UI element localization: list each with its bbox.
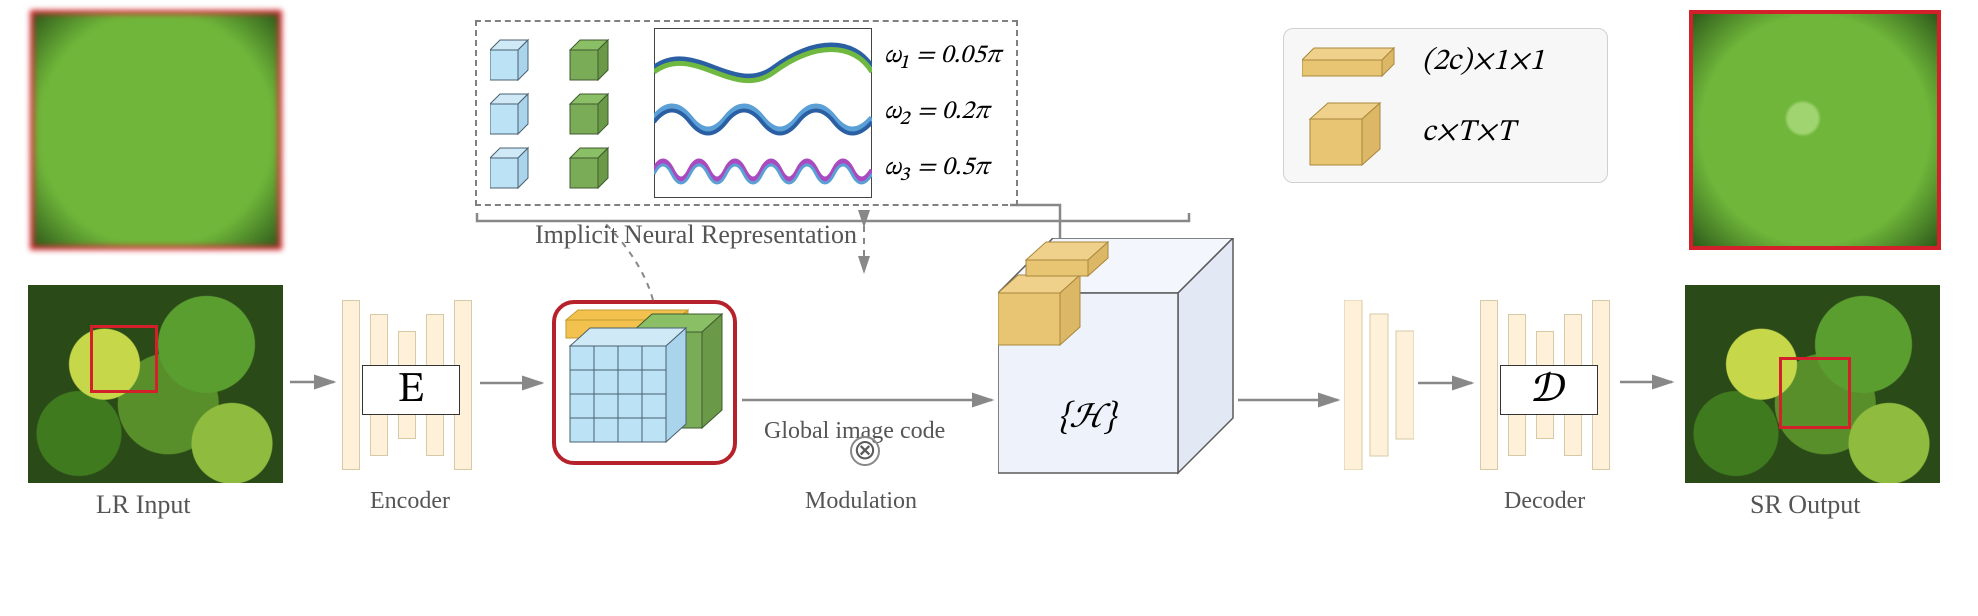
big-cube-label: {ℋ} bbox=[1058, 396, 1116, 441]
legend-bar-icon bbox=[1302, 44, 1402, 80]
inr-ribbons bbox=[654, 28, 872, 198]
decoder-box-label: 𝒟 bbox=[1531, 364, 1566, 417]
omega-1: ω₁ = 0.05π bbox=[884, 40, 1001, 73]
otimes-caption: Modulation bbox=[805, 488, 917, 515]
decoder-caption: Decoder bbox=[1504, 488, 1585, 515]
legend-cube-icon bbox=[1302, 97, 1402, 169]
legend-box: (2c)×1×1 c×T×T bbox=[1283, 28, 1608, 183]
big-cube bbox=[998, 238, 1258, 498]
otimes-symbol: ⊗ bbox=[850, 436, 880, 466]
omega-2: ω₂ = 0.2π bbox=[884, 96, 989, 129]
omega-3: ω₃ = 0.5π bbox=[884, 152, 989, 185]
legend-bar-label: (2c)×1×1 bbox=[1422, 43, 1545, 81]
inr-cubes bbox=[490, 30, 650, 200]
decoder-box: 𝒟 bbox=[1500, 365, 1598, 415]
inr-caption: Implicit Neural Representation bbox=[535, 220, 857, 250]
intermediate-bars bbox=[1344, 300, 1414, 470]
legend-cube-label: c×T×T bbox=[1422, 114, 1515, 152]
